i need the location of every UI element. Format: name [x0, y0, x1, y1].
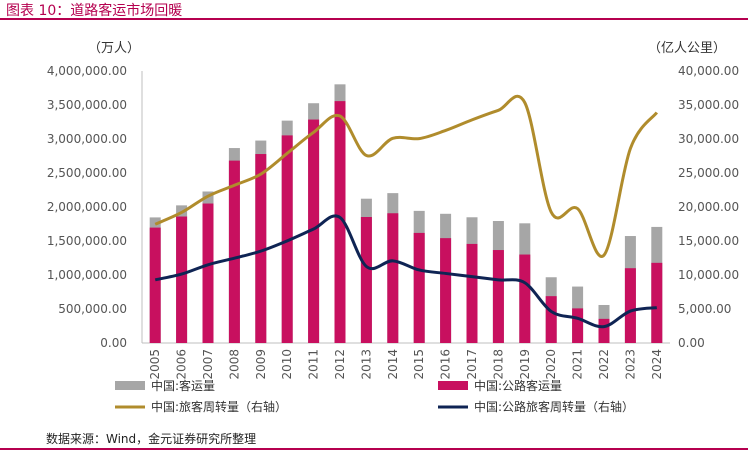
x-tick-label: 2005 [148, 349, 162, 380]
left-tick-label: 0.00 [100, 336, 127, 350]
left-tick-label: 4,000,000.00 [47, 64, 127, 78]
bar-road-passenger-volume [466, 243, 478, 343]
bar-road-passenger-volume [572, 308, 584, 343]
right-tick-label: 0.00 [678, 336, 705, 350]
legend-total-passenger-volume: 中国:客运量 [115, 378, 215, 393]
bar-road-passenger-volume [149, 227, 161, 343]
right-tick-label: 20,000.00 [678, 200, 739, 214]
x-tick-label: 2013 [359, 349, 373, 380]
x-tick-label: 2015 [412, 349, 426, 380]
left-tick-label: 2,500,000.00 [47, 166, 127, 180]
legend-road-passenger-volume-swatch [438, 381, 468, 390]
legend-road-passenger-turnover-label: 中国:公路旅客周转量（右轴） [474, 399, 634, 414]
bar-road-passenger-volume [413, 232, 425, 343]
x-tick-label: 2011 [307, 349, 321, 380]
left-tick-label: 1,000,000.00 [47, 268, 127, 282]
x-tick-label: 2020 [544, 349, 558, 380]
x-tick-label: 2017 [465, 349, 479, 380]
source-note: 数据来源：Wind，金元证券研究所整理 [46, 432, 257, 446]
right-tick-label: 15,000.00 [678, 234, 739, 248]
title-rule [0, 18, 748, 20]
x-tick-label: 2014 [386, 349, 400, 380]
bar-road-passenger-volume [360, 216, 372, 343]
bar-road-passenger-volume [308, 119, 320, 343]
right-axis-unit: （亿人公里） [648, 41, 727, 56]
bar-road-passenger-volume [387, 213, 399, 343]
chart-title: 图表 10：道路客运市场回暖 [6, 3, 183, 19]
bar-road-passenger-volume [519, 254, 531, 343]
x-tick-label: 2019 [518, 349, 532, 380]
right-tick-label: 10,000.00 [678, 268, 739, 282]
x-tick-label: 2009 [254, 349, 268, 380]
left-tick-label: 500,000.00 [58, 302, 127, 316]
right-tick-label: 25,000.00 [678, 166, 739, 180]
legend-road-passenger-volume-label: 中国:公路客运量 [474, 378, 562, 393]
x-tick-label: 2023 [623, 349, 637, 380]
bar-road-passenger-volume [281, 135, 293, 343]
legend-road-passenger-turnover: 中国:公路旅客周转量（右轴） [438, 399, 634, 414]
x-tick-label: 2024 [650, 349, 664, 380]
bar-road-passenger-volume [255, 154, 267, 343]
bar-road-passenger-volume [492, 250, 504, 343]
x-tick-label: 2010 [280, 349, 294, 380]
line-passenger-turnover [154, 94, 659, 258]
bar-road-passenger-volume [545, 296, 557, 343]
bar-road-passenger-volume [440, 238, 452, 343]
legend-passenger-turnover-label: 中国:旅客周转量（右轴） [151, 399, 287, 414]
x-tick-label: 2006 [175, 349, 189, 380]
bar-road-passenger-volume [228, 160, 240, 343]
bar-road-passenger-volume [598, 318, 610, 343]
x-tick-label: 2022 [597, 349, 611, 380]
left-tick-label: 2,000,000.00 [47, 200, 127, 214]
legend-passenger-turnover: 中国:旅客周转量（右轴） [115, 399, 287, 414]
bottom-rule [0, 448, 748, 450]
bar-road-passenger-volume [651, 262, 663, 343]
x-tick-label: 2012 [333, 349, 347, 380]
right-tick-label: 35,000.00 [678, 98, 739, 112]
legend-total-passenger-volume-swatch [115, 381, 145, 390]
bar-road-passenger-volume [176, 216, 188, 343]
right-tick-label: 40,000.00 [678, 64, 739, 78]
left-tick-label: 1,500,000.00 [47, 234, 127, 248]
right-tick-label: 30,000.00 [678, 132, 739, 146]
bar-road-passenger-volume [202, 203, 214, 343]
legend-road-passenger-volume: 中国:公路客运量 [438, 378, 562, 393]
left-tick-label: 3,500,000.00 [47, 98, 127, 112]
x-tick-label: 2018 [491, 349, 505, 380]
right-tick-label: 5,000.00 [678, 302, 731, 316]
bar-road-passenger-volume [334, 101, 346, 344]
left-tick-label: 3,000,000.00 [47, 132, 127, 146]
x-tick-label: 2021 [571, 349, 585, 380]
legend-total-passenger-volume-label: 中国:客运量 [151, 378, 215, 393]
bar-road-passenger-volume [624, 268, 636, 343]
line-road-passenger-turnover [154, 214, 657, 329]
x-tick-label: 2016 [439, 349, 453, 380]
x-tick-label: 2007 [201, 349, 215, 380]
left-axis-unit: （万人） [88, 41, 141, 56]
x-tick-label: 2008 [227, 349, 241, 380]
